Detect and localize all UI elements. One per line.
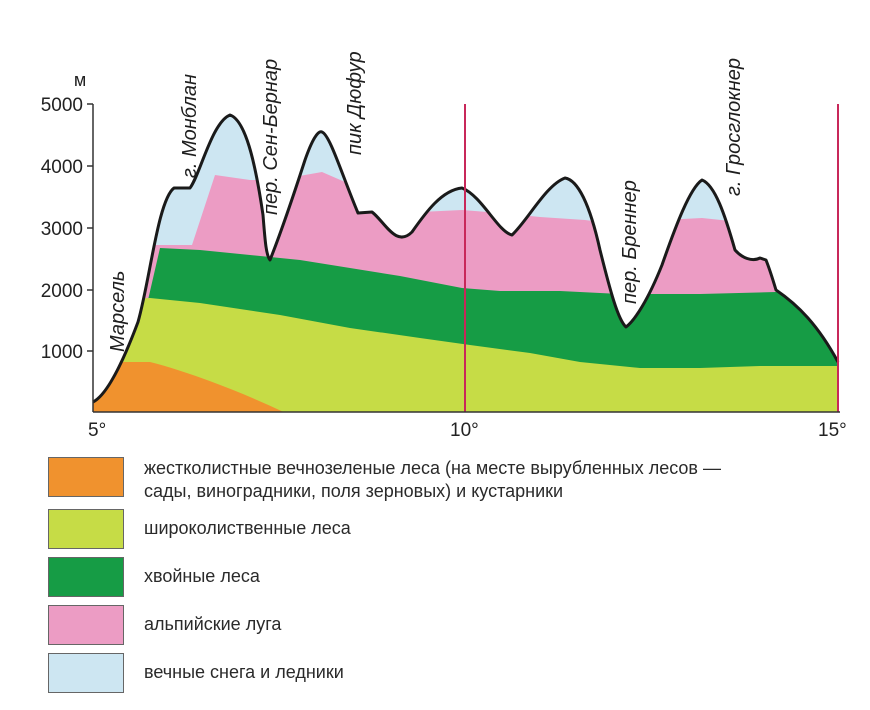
y-unit-label: м	[74, 70, 86, 90]
legend-label-line: сады, виноградники, поля зерновых) и кус…	[144, 481, 564, 501]
y-tick-label: 3000	[41, 219, 83, 240]
label-st-bernard: пер. Сен-Бернар	[260, 59, 282, 215]
vegetation-profile-diagram: 5000 4000 3000 2000 1000 м 5° 10° 15° Ма…	[41, 51, 847, 440]
legend-label: жестколистные вечнозеленые леса (на мест…	[144, 457, 721, 503]
legend-label: хвойные леса	[144, 566, 260, 586]
light-blue-swatch-icon	[48, 653, 124, 693]
legend-item-broadleaf: широколиственные леса	[48, 509, 351, 549]
x-tick-label: 5°	[88, 420, 106, 440]
x-tick-label: 15°	[818, 420, 847, 440]
y-tick-label: 2000	[41, 281, 83, 302]
label-grossglockner: г. Гросглокнер	[723, 58, 745, 196]
label-marseille: Марсель	[107, 271, 129, 352]
pink-swatch-icon	[48, 605, 124, 645]
legend-label: широколиственные леса	[144, 518, 351, 538]
y-tick-marks	[87, 103, 93, 352]
label-brenner: пер. Бреннер	[619, 180, 641, 304]
x-tick-label: 10°	[450, 420, 479, 440]
orange-swatch-icon	[48, 457, 124, 497]
legend-item-alpine-meadows: альпийские луга	[48, 605, 281, 645]
legend-label: альпийские луга	[144, 614, 282, 634]
legend-label-line: жестколистные вечнозеленые леса (на мест…	[144, 458, 721, 478]
label-montblanc: г. Монблан	[179, 74, 201, 178]
legend-label: вечные снега и ледники	[144, 662, 344, 682]
label-dufour: пик Дюфур	[344, 51, 366, 155]
y-tick-label: 5000	[41, 95, 83, 116]
legend-item-sclerophyll: жестколистные вечнозеленые леса (на мест…	[48, 457, 721, 503]
y-tick-label: 1000	[41, 342, 83, 363]
legend-item-coniferous: хвойные леса	[48, 557, 260, 597]
dark-green-swatch-icon	[48, 557, 124, 597]
y-tick-label: 4000	[41, 157, 83, 178]
light-green-swatch-icon	[48, 509, 124, 549]
legend-item-snow: вечные снега и ледники	[48, 653, 344, 693]
terrain-outline	[92, 113, 840, 404]
sclerophyll-zone	[93, 362, 300, 412]
